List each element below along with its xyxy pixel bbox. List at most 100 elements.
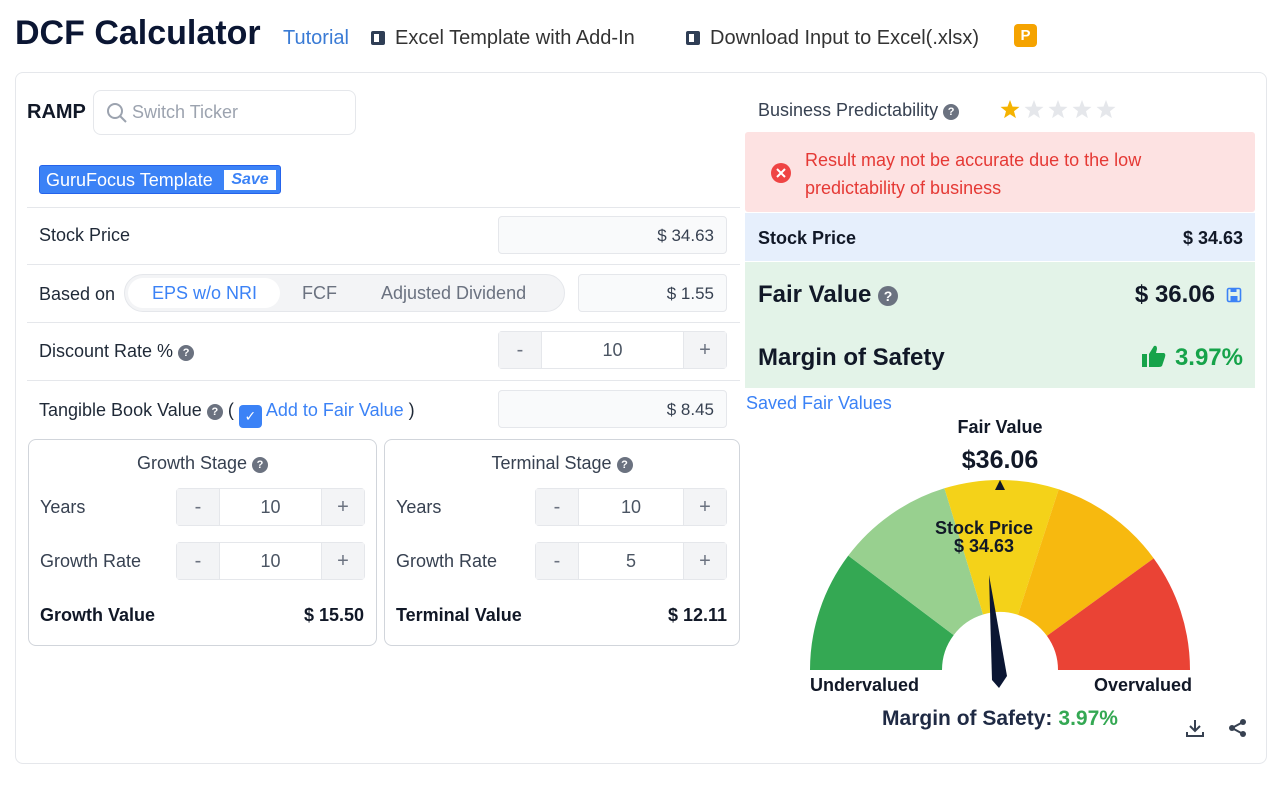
help-icon[interactable]: ? bbox=[178, 345, 195, 361]
discount-rate-label: Discount Rate % ? bbox=[39, 341, 195, 362]
stock-price-input: $ 34.63 bbox=[498, 216, 727, 254]
tangible-book-label: Tangible Book Value bbox=[39, 400, 202, 420]
warning-box: Result may not be accurate due to the lo… bbox=[745, 132, 1255, 212]
stock-price-row: Stock Price $ 34.63 bbox=[745, 213, 1255, 261]
margin-value: 3.97% bbox=[1174, 344, 1243, 371]
tutorial-link[interactable]: Tutorial bbox=[283, 27, 349, 49]
valuation-box: Fair Value ? $ 36.06 Margin of Safety 3.… bbox=[745, 262, 1255, 388]
rate-value[interactable]: 10 bbox=[219, 543, 322, 579]
help-icon[interactable]: ? bbox=[252, 457, 269, 473]
plus-button[interactable]: + bbox=[684, 489, 726, 525]
saved-fair-values-link[interactable]: Saved Fair Values bbox=[746, 393, 892, 413]
basis-option[interactable]: Adjusted Dividend bbox=[381, 283, 527, 303]
gauge-segment bbox=[944, 480, 1059, 615]
stage-value-label: Terminal Value bbox=[396, 605, 522, 625]
fair-value-row: Fair Value ? bbox=[758, 281, 899, 309]
help-icon[interactable]: ? bbox=[943, 104, 960, 120]
gauge-segment bbox=[848, 488, 984, 636]
fair-value-pointer bbox=[995, 480, 1005, 490]
plus-button[interactable]: + bbox=[322, 543, 364, 579]
save-icon[interactable] bbox=[1226, 287, 1242, 303]
selected-pill bbox=[128, 278, 280, 308]
rate-label: Growth Rate bbox=[40, 551, 142, 571]
help-icon[interactable]: ? bbox=[878, 286, 899, 306]
search-box[interactable]: Switch Ticker bbox=[93, 90, 356, 135]
stock-price-label: Stock Price bbox=[39, 225, 131, 245]
template-button[interactable]: GuruFocus Template Save bbox=[39, 165, 281, 194]
discount-rate-value[interactable]: 10 bbox=[541, 332, 684, 368]
gauge-margin-label: Margin of Safety: bbox=[882, 707, 1052, 730]
download-link[interactable]: Download Input to Excel(.xlsx) bbox=[710, 27, 980, 49]
stage-value: $ 15.50 bbox=[303, 605, 364, 625]
gauge: Fair Value $36.06 Stock Price$ 34.63 Unde… bbox=[810, 418, 1192, 730]
discount-rate-text: Discount Rate % bbox=[39, 341, 174, 361]
share-icon[interactable] bbox=[1227, 717, 1249, 739]
rate-label: Growth Rate bbox=[396, 551, 498, 571]
gauge-fair-value: $36.06 bbox=[962, 446, 1038, 474]
divider bbox=[27, 264, 740, 265]
checkbox[interactable]: ✓ bbox=[238, 405, 262, 428]
basis-option[interactable]: FCF bbox=[302, 283, 337, 303]
star bbox=[1072, 100, 1092, 119]
template-label: GuruFocus Template bbox=[46, 170, 213, 190]
star bbox=[1000, 100, 1020, 119]
paren: ( bbox=[227, 400, 234, 420]
search-placeholder: Switch Ticker bbox=[132, 102, 239, 122]
star bbox=[1048, 100, 1068, 119]
plus-button[interactable]: + bbox=[322, 489, 364, 525]
fair-value-label: Fair Value bbox=[758, 281, 872, 308]
search-icon bbox=[107, 103, 127, 123]
divider bbox=[27, 380, 740, 381]
tangible-book-row: Tangible Book Value ? ( ✓ Add to Fair Va… bbox=[39, 400, 415, 428]
gauge-segment bbox=[810, 555, 954, 670]
page-title: DCF Calculator bbox=[15, 14, 261, 52]
excel-template-link[interactable]: Excel Template with Add-In bbox=[395, 27, 635, 49]
years-stepper: -10 + bbox=[176, 488, 365, 526]
thumbs-up-icon bbox=[1142, 345, 1166, 367]
rate-value[interactable]: 5 bbox=[578, 543, 684, 579]
stock-price-value: $ 34.63 bbox=[1182, 228, 1243, 248]
card bbox=[15, 72, 1267, 764]
ticker: RAMP bbox=[27, 101, 86, 123]
excel-icon bbox=[686, 31, 700, 45]
gauge-margin: Margin of Safety: 3.97% bbox=[882, 707, 1118, 730]
based-on-label: Based on bbox=[39, 284, 116, 304]
years-label: Years bbox=[396, 497, 442, 517]
stage-title: Growth Stage ? bbox=[29, 453, 376, 474]
minus-button[interactable]: - bbox=[536, 543, 578, 579]
terminal-stage-panel: Terminal Stage ? Years -10 + Growth Rate … bbox=[384, 439, 740, 646]
help-icon[interactable]: ? bbox=[206, 404, 223, 420]
plus-button[interactable]: + bbox=[684, 332, 726, 368]
plus-button[interactable]: + bbox=[684, 543, 726, 579]
years-stepper: -10 + bbox=[535, 488, 727, 526]
excel-icon bbox=[371, 31, 385, 45]
checkbox-label[interactable]: Add to Fair Value bbox=[265, 400, 404, 420]
gauge-stock-price: $ 34.63 bbox=[954, 536, 1014, 556]
star bbox=[1096, 100, 1116, 119]
minus-button[interactable]: - bbox=[499, 332, 541, 368]
gauge-segment bbox=[1046, 558, 1190, 670]
basis-option[interactable]: EPS w/o NRI bbox=[152, 283, 258, 303]
gauge-fair-value-label: Fair Value bbox=[957, 418, 1042, 437]
years-value[interactable]: 10 bbox=[219, 489, 322, 525]
stage-title: Terminal Stage ? bbox=[385, 453, 739, 474]
divider bbox=[27, 322, 740, 323]
minus-button[interactable]: - bbox=[177, 543, 219, 579]
download-icon[interactable] bbox=[1184, 717, 1206, 739]
rate-stepper: -10 + bbox=[176, 542, 365, 580]
divider bbox=[27, 207, 740, 208]
tangible-book-value: $ 8.45 bbox=[666, 400, 714, 419]
rate-stepper: -5 + bbox=[535, 542, 727, 580]
predictability-row: Business Predictability ? bbox=[758, 100, 960, 121]
help-icon[interactable]: ? bbox=[616, 457, 633, 473]
minus-button[interactable]: - bbox=[536, 489, 578, 525]
stock-price-label: Stock Price bbox=[758, 228, 857, 248]
years-value[interactable]: 10 bbox=[578, 489, 684, 525]
overvalued-label: Overvalued bbox=[1094, 675, 1192, 695]
paren: ) bbox=[408, 400, 415, 420]
minus-button[interactable]: - bbox=[177, 489, 219, 525]
star-rating bbox=[1000, 100, 1116, 119]
stock-price-value: $ 34.63 bbox=[657, 226, 714, 245]
save-button[interactable]: Save bbox=[224, 170, 276, 190]
